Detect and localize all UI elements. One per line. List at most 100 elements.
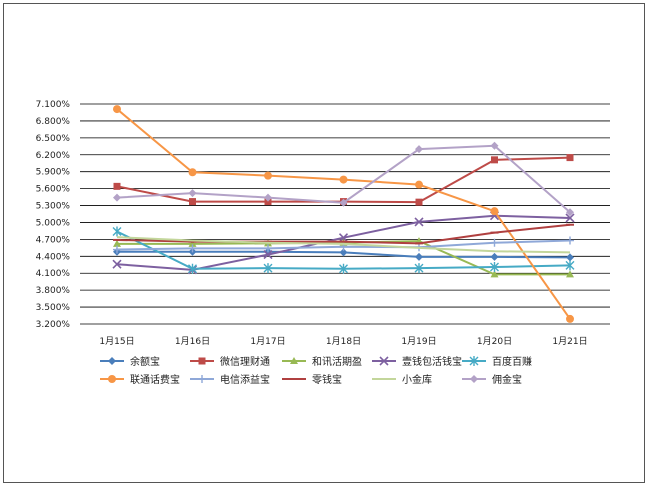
data-point bbox=[113, 245, 121, 254]
data-point bbox=[470, 375, 478, 383]
data-point bbox=[491, 156, 498, 164]
y-axis-ticks: 7.100% 6.800% 6.500% 6.200% 5.900% 5.600% 5.30… bbox=[36, 100, 71, 330]
y-tick-label: 5.900% bbox=[36, 168, 71, 178]
data-point bbox=[108, 357, 116, 365]
legend-item: 电信添益宝 bbox=[190, 373, 270, 386]
data-point bbox=[108, 375, 116, 383]
data-point bbox=[264, 171, 272, 180]
grid-lines bbox=[80, 103, 610, 325]
data-point bbox=[339, 248, 348, 257]
legend-item: 佣金宝 bbox=[462, 373, 522, 386]
legend-label: 壹钱包活钱宝 bbox=[402, 355, 462, 368]
data-point bbox=[414, 217, 424, 227]
y-tick-label: 3.800% bbox=[36, 286, 71, 296]
data-point bbox=[113, 182, 121, 190]
x-tick-label: 1月18日 bbox=[326, 336, 361, 347]
data-point bbox=[339, 198, 348, 207]
data-point bbox=[566, 236, 574, 245]
data-point bbox=[490, 262, 499, 273]
data-point bbox=[339, 175, 348, 184]
legend-item: 壹钱包活钱宝 bbox=[372, 355, 462, 368]
legend-item: 百度百赚 bbox=[462, 355, 532, 368]
series-line bbox=[116, 236, 571, 254]
data-point bbox=[112, 259, 122, 269]
legend-item: 零钱宝 bbox=[282, 373, 342, 386]
legend-label: 余额宝 bbox=[130, 355, 160, 368]
legend-label: 零钱宝 bbox=[312, 373, 342, 386]
data-point bbox=[198, 375, 206, 383]
legend-label: 佣金宝 bbox=[492, 373, 522, 386]
legend-item: 微信理财通 bbox=[190, 355, 270, 368]
data-point bbox=[415, 198, 423, 206]
data-point bbox=[379, 356, 389, 366]
y-tick-label: 4.100% bbox=[36, 269, 71, 279]
data-point bbox=[415, 180, 423, 189]
data-point bbox=[490, 207, 499, 216]
series-联通话费宝 bbox=[113, 105, 574, 323]
x-tick-label: 1月17日 bbox=[250, 336, 285, 347]
data-point bbox=[490, 238, 499, 247]
legend-label: 小金库 bbox=[402, 373, 432, 386]
y-tick-label: 3.500% bbox=[36, 303, 71, 313]
y-tick-label: 6.200% bbox=[36, 151, 71, 161]
data-point bbox=[188, 263, 197, 274]
data-point bbox=[490, 252, 499, 261]
series-小金库 bbox=[116, 236, 571, 254]
y-tick-label: 3.200% bbox=[36, 320, 71, 330]
y-tick-label: 6.500% bbox=[36, 134, 71, 144]
legend-item: 小金库 bbox=[372, 373, 432, 386]
data-point bbox=[490, 270, 499, 278]
series-lines bbox=[112, 105, 575, 323]
data-point bbox=[264, 244, 272, 253]
series-佣金宝 bbox=[113, 141, 574, 217]
data-point bbox=[338, 233, 349, 243]
legend-label: 百度百赚 bbox=[492, 355, 532, 368]
data-point bbox=[490, 141, 499, 150]
data-point bbox=[112, 226, 122, 237]
x-tick-label: 1月20日 bbox=[477, 336, 512, 347]
series-百度百赚 bbox=[112, 226, 575, 274]
series-零钱宝 bbox=[113, 223, 574, 245]
data-point bbox=[113, 193, 121, 202]
data-point bbox=[113, 239, 121, 247]
legend-label: 微信理财通 bbox=[220, 355, 270, 368]
data-point bbox=[188, 244, 197, 253]
data-point bbox=[566, 270, 574, 278]
data-point bbox=[469, 356, 479, 366]
data-point bbox=[566, 314, 574, 323]
data-point bbox=[188, 239, 197, 247]
legend-item: 联通话费宝 bbox=[100, 373, 180, 386]
legend-label: 和讯活期盈 bbox=[312, 356, 362, 368]
y-tick-label: 7.100% bbox=[36, 100, 71, 110]
legend-item: 余额宝 bbox=[100, 355, 160, 368]
data-point bbox=[263, 263, 273, 274]
y-tick-label: 4.400% bbox=[36, 252, 71, 262]
series-电信添益宝 bbox=[113, 236, 574, 254]
data-point bbox=[565, 260, 575, 271]
data-point bbox=[188, 189, 197, 198]
data-point bbox=[566, 154, 574, 162]
data-point bbox=[339, 263, 348, 274]
data-point bbox=[290, 357, 298, 364]
data-point bbox=[113, 105, 121, 114]
data-point bbox=[565, 213, 575, 223]
data-point bbox=[414, 263, 424, 274]
legend-item: 和讯活期盈 bbox=[282, 356, 362, 368]
y-tick-label: 5.300% bbox=[36, 202, 71, 212]
data-point bbox=[566, 253, 574, 262]
y-tick-label: 5.600% bbox=[36, 185, 71, 195]
data-point bbox=[415, 252, 423, 261]
legend-label: 电信添益宝 bbox=[220, 373, 270, 386]
data-point bbox=[189, 198, 196, 206]
x-tick-label: 1月21日 bbox=[552, 336, 587, 347]
y-tick-label: 6.800% bbox=[36, 117, 71, 127]
data-point bbox=[415, 145, 423, 154]
y-tick-label: 4.700% bbox=[36, 235, 71, 245]
data-point bbox=[566, 208, 574, 217]
data-point bbox=[264, 193, 272, 202]
x-axis-ticks: 1月15日 1月16日 1月17日 1月18日 1月19日 1月20日 1月21日 bbox=[99, 336, 587, 347]
y-tick-label: 5.000% bbox=[36, 218, 71, 228]
data-point bbox=[188, 168, 197, 177]
